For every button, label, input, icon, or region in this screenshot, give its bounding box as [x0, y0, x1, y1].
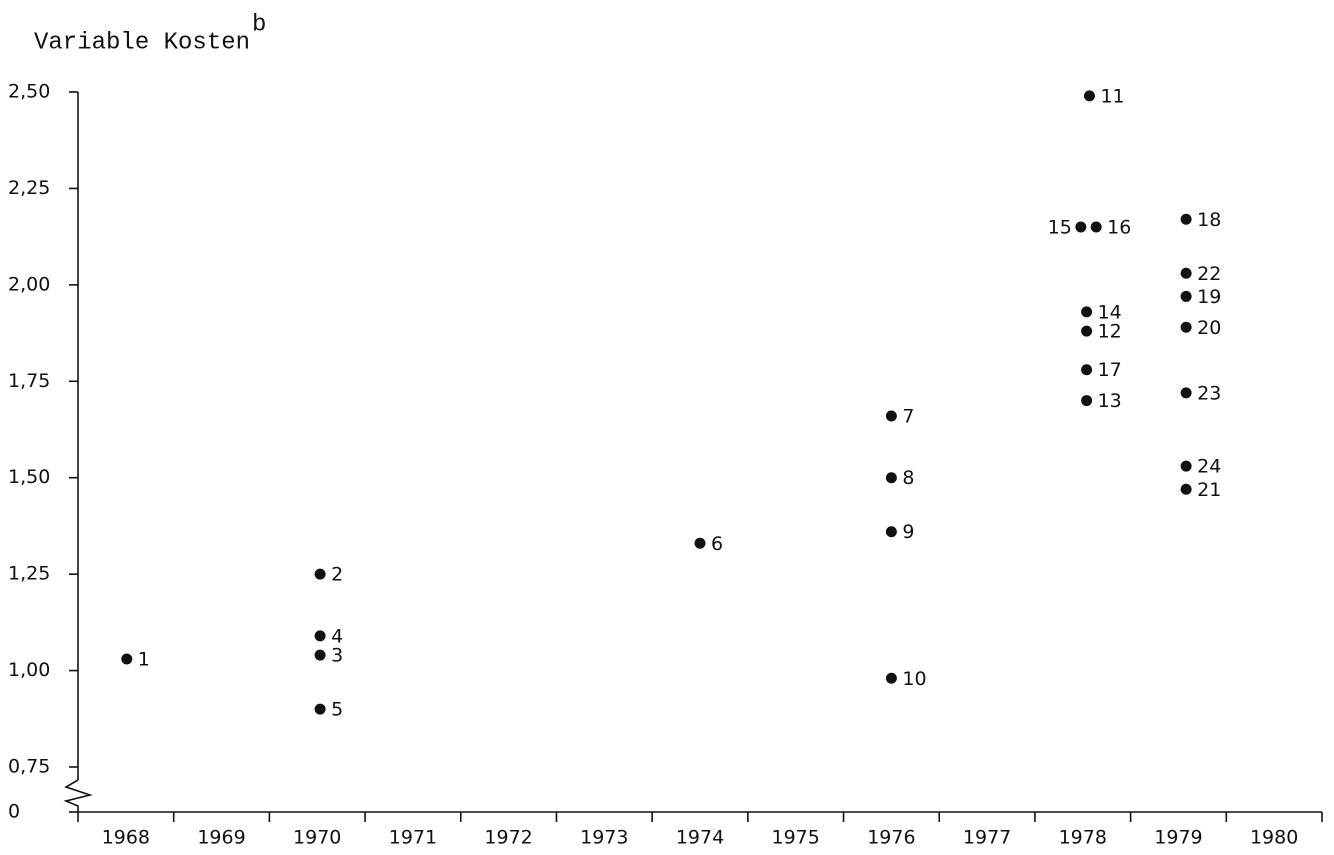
- point-label: 20: [1197, 317, 1221, 339]
- x-tick-label: 1973: [580, 827, 628, 849]
- point-label: 8: [902, 467, 914, 489]
- y-tick-label: 2,00: [8, 273, 50, 295]
- point: [885, 472, 897, 484]
- x-tick-label: 1970: [293, 827, 341, 849]
- x-tick-label: 1969: [197, 827, 245, 849]
- point-label: 19: [1197, 286, 1221, 308]
- x-tick-label: 1976: [867, 827, 915, 849]
- point: [1081, 325, 1093, 337]
- x-tick-label: 1974: [676, 827, 724, 849]
- point: [885, 410, 897, 422]
- chart-title: Variable Kosten: [34, 29, 250, 56]
- point-label: 24: [1197, 456, 1221, 478]
- point: [1180, 483, 1192, 495]
- point: [1180, 213, 1192, 225]
- point: [1180, 387, 1192, 399]
- x-tick-label: 1972: [484, 827, 532, 849]
- point-label: 4: [331, 625, 343, 647]
- point: [1180, 290, 1192, 302]
- y-tick-label: 2,50: [8, 81, 50, 103]
- point: [1180, 267, 1192, 279]
- point: [1180, 321, 1192, 333]
- x-tick-label: 1975: [772, 827, 820, 849]
- point: [1090, 221, 1102, 233]
- point: [1083, 90, 1095, 102]
- chart-title-superscript: b: [252, 11, 266, 38]
- point-label: 1: [138, 649, 150, 671]
- point: [1081, 395, 1093, 407]
- point-label: 10: [902, 668, 926, 690]
- point-label: 7: [902, 406, 914, 428]
- point-label: 3: [331, 645, 343, 667]
- point: [1081, 306, 1093, 318]
- point: [1075, 221, 1087, 233]
- y-tick-label: 1,00: [8, 659, 50, 681]
- point-label: 18: [1197, 209, 1221, 231]
- y-tick-label: 0,75: [8, 756, 50, 778]
- x-tick-label: 1977: [963, 827, 1011, 849]
- point-label: 2: [331, 564, 343, 586]
- y-tick-label: 1,75: [8, 370, 50, 392]
- point-label: 21: [1197, 479, 1221, 501]
- point: [694, 537, 706, 549]
- point-label: 12: [1098, 321, 1122, 343]
- point-label: 14: [1098, 301, 1122, 323]
- axis-break: [63, 779, 93, 812]
- point-label: 5: [331, 699, 343, 721]
- point: [314, 703, 326, 715]
- point-label: 22: [1197, 263, 1221, 285]
- point: [314, 630, 326, 642]
- point-label: 9: [902, 521, 914, 543]
- x-tick-label: 1971: [389, 827, 437, 849]
- point: [121, 653, 133, 665]
- point-label: 11: [1100, 85, 1124, 107]
- y-tick-label: 1,50: [8, 466, 50, 488]
- y-tick-label: 2,25: [8, 177, 50, 199]
- x-tick-label: 1980: [1250, 827, 1298, 849]
- x-tick-label: 1979: [1154, 827, 1202, 849]
- point-label: 17: [1098, 359, 1122, 381]
- point: [314, 649, 326, 661]
- point-label: 15: [1048, 217, 1072, 239]
- x-tick-label: 1968: [102, 827, 150, 849]
- point-label: 13: [1098, 390, 1122, 412]
- point: [885, 672, 897, 684]
- x-tick-label: 1978: [1059, 827, 1107, 849]
- point-label: 16: [1107, 217, 1131, 239]
- point-label: 6: [711, 533, 723, 555]
- point: [1081, 364, 1093, 376]
- point-label: 23: [1197, 382, 1221, 404]
- point: [314, 568, 326, 580]
- y-tick-label: 0: [8, 801, 20, 823]
- point: [1180, 460, 1192, 472]
- y-tick-label: 1,25: [8, 563, 50, 585]
- point: [885, 526, 897, 538]
